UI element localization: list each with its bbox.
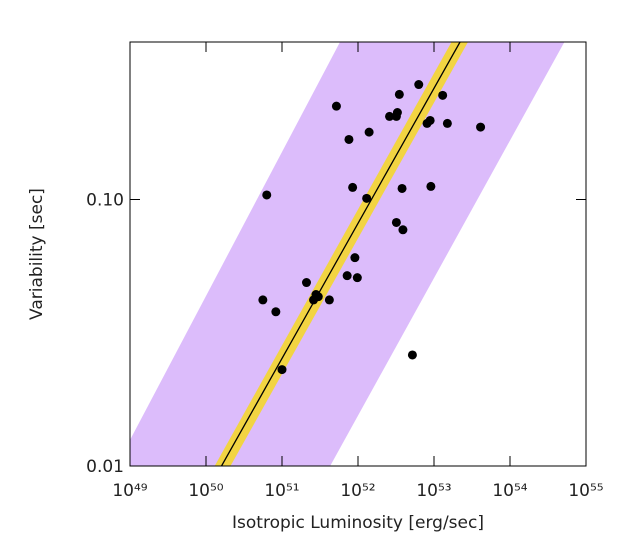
x-axis-label: Isotropic Luminosity [erg/sec] [232,513,484,533]
data-point [392,108,402,118]
data-point [442,118,452,128]
data-point [398,225,408,235]
x-tick-label: 10⁵¹ [264,481,299,501]
y-tick-label: 0.01 [86,457,124,477]
data-point [352,273,362,283]
data-point [391,217,401,227]
data-point [309,295,319,305]
data-point [426,181,436,191]
fit-line [220,42,461,466]
y-tick-label: 0.10 [86,191,124,211]
x-tick-label: 10⁵⁵ [568,481,603,501]
data-point [438,90,448,100]
data-point [271,307,281,317]
data-point [422,118,432,128]
x-tick-label: 10⁴⁹ [112,481,147,501]
data-point [342,271,352,281]
data-point [350,253,360,263]
data-point [385,111,395,121]
data-point [277,365,287,375]
data-point [414,80,424,90]
data-point [258,295,268,305]
data-point [362,193,372,203]
x-tick-label: 10⁵² [340,481,375,501]
data-point [344,134,354,144]
data-point [394,89,404,99]
data-point [364,127,374,137]
bands-layer [130,42,565,466]
data-point [301,278,311,288]
data-point [397,183,407,193]
data-point [407,350,417,360]
data-point [262,190,272,200]
x-tick-label: 10⁵³ [416,481,451,501]
x-tick-label: 10⁵⁴ [492,481,527,501]
data-point [324,295,334,305]
data-point [331,101,341,111]
data-point [348,182,358,192]
data-point [476,122,486,132]
x-tick-label: 10⁵⁰ [188,481,223,501]
y-axis-label: Variability [sec] [27,188,47,320]
